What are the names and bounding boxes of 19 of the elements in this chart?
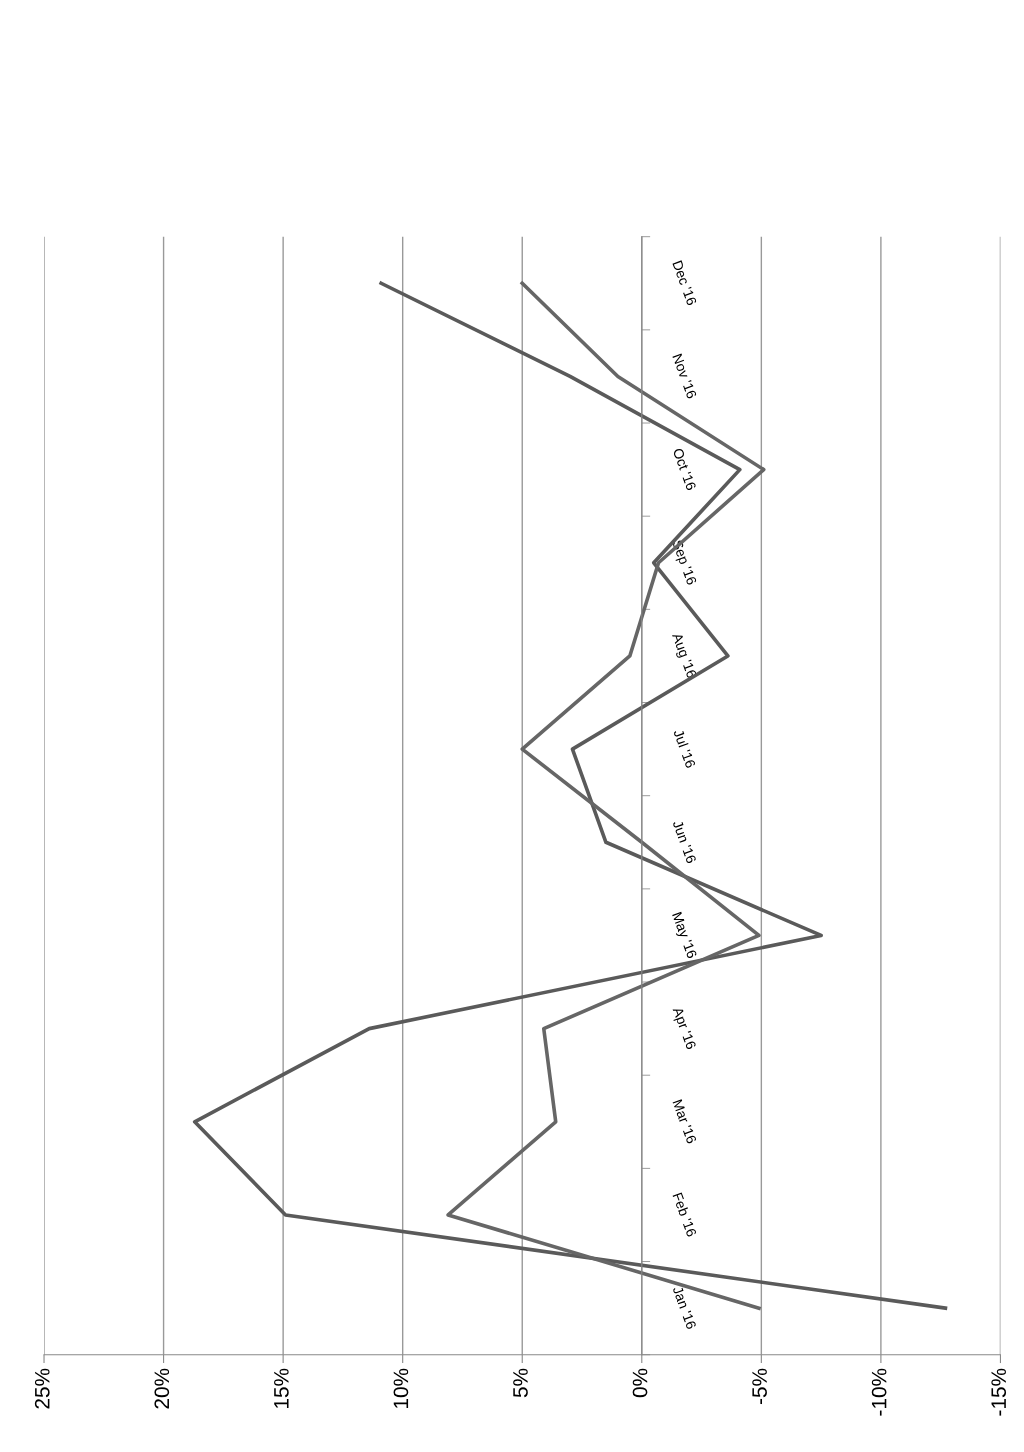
x-tick-label: 10% <box>393 1368 409 1409</box>
y-tick-label: Feb '16 <box>672 1192 698 1238</box>
x-tick-label: 15% <box>274 1368 289 1409</box>
y-tick-label: Jun '16 <box>672 819 697 864</box>
x-tick-label: -10% <box>871 1368 887 1416</box>
x-tick-label: -15% <box>991 1368 1007 1416</box>
y-tick-label: Dec '16 <box>672 260 697 306</box>
x-tick-label: 20% <box>154 1368 170 1409</box>
y-tick-label: Nov '16 <box>672 353 697 400</box>
y-tick-label: May '16 <box>669 911 698 960</box>
x-tick-label: 25% <box>34 1368 50 1409</box>
y-tick-label: Jul '16 <box>673 728 697 769</box>
x-tick-label: 0% <box>632 1368 648 1398</box>
y-tick-label: Mar '16 <box>672 1099 697 1145</box>
y-tick-label: Apr '16 <box>669 1006 697 1051</box>
x-tick-label: -5% <box>752 1368 767 1405</box>
x-tick-label: 5% <box>513 1368 528 1398</box>
y-tick-label: Jan '16 <box>672 1285 697 1330</box>
y-tick-label: Oct '16 <box>672 447 697 491</box>
